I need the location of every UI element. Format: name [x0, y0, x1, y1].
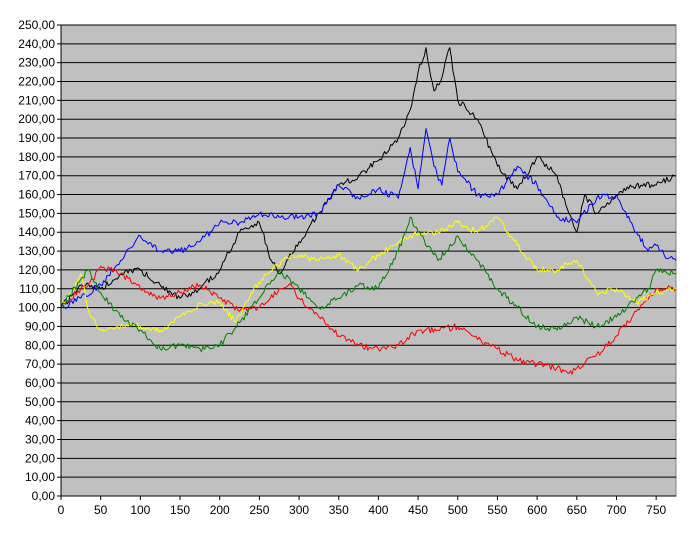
y-tick-label: 200,00	[18, 112, 55, 126]
x-tick-label: 700	[606, 503, 626, 517]
y-tick-label: 230,00	[18, 56, 55, 70]
y-tick-label: 30,00	[25, 432, 55, 446]
x-tick-label: 500	[448, 503, 468, 517]
series-group	[60, 47, 677, 375]
series-line	[60, 128, 677, 309]
x-axis-ticks: 0 50 100 150 200 250 300 350 400 450 500 550 600 650 7…	[58, 496, 666, 517]
x-tick-label: 750	[646, 503, 666, 517]
y-tick-label: 70,00	[25, 357, 55, 371]
x-tick-label: 650	[567, 503, 587, 517]
y-tick-label: 50,00	[25, 395, 55, 409]
x-tick-label: 100	[130, 503, 150, 517]
y-tick-label: 0,00	[32, 489, 56, 503]
series-line	[60, 216, 677, 353]
y-tick-label: 10,00	[25, 470, 55, 484]
x-tick-label: 450	[408, 503, 428, 517]
y-tick-label: 120,00	[18, 263, 55, 277]
y-tick-label: 140,00	[18, 225, 55, 239]
x-tick-label: 400	[368, 503, 388, 517]
x-tick-label: 150	[170, 503, 190, 517]
x-tick-label: 250	[249, 503, 269, 517]
x-tick-label: 200	[210, 503, 230, 517]
y-tick-label: 110,00	[19, 282, 55, 296]
y-tick-label: 130,00	[18, 244, 55, 258]
y-tick-label: 190,00	[18, 131, 55, 145]
y-tick-label: 40,00	[25, 414, 55, 428]
series-line	[60, 265, 677, 375]
x-tick-label: 50	[94, 503, 108, 517]
y-tick-label: 150,00	[18, 206, 55, 220]
series-line	[60, 47, 677, 308]
y-tick-label: 250,00	[18, 18, 55, 32]
plot-background	[60, 24, 677, 497]
y-tick-label: 60,00	[25, 376, 55, 390]
y-tick-label: 170,00	[18, 169, 55, 183]
y-tick-label: 180,00	[18, 150, 55, 164]
y-axis-ticks: 0,00 10,00 20,00 30,00 40,00 50,00 60,00 70,00 8…	[18, 18, 61, 503]
y-tick-label: 90,00	[25, 319, 55, 333]
gridlines	[61, 24, 676, 478]
x-tick-label: 600	[527, 503, 547, 517]
x-tick-label: 0	[58, 503, 65, 517]
series-line	[60, 216, 677, 333]
x-tick-label: 300	[289, 503, 309, 517]
y-tick-label: 240,00	[18, 37, 55, 51]
y-tick-label: 210,00	[18, 93, 55, 107]
x-tick-label: 550	[487, 503, 507, 517]
y-tick-label: 160,00	[18, 188, 55, 202]
x-tick-label: 350	[329, 503, 349, 517]
y-tick-label: 220,00	[18, 75, 55, 89]
y-tick-label: 80,00	[25, 338, 55, 352]
y-tick-label: 100,00	[18, 301, 55, 315]
y-tick-label: 20,00	[25, 451, 55, 465]
